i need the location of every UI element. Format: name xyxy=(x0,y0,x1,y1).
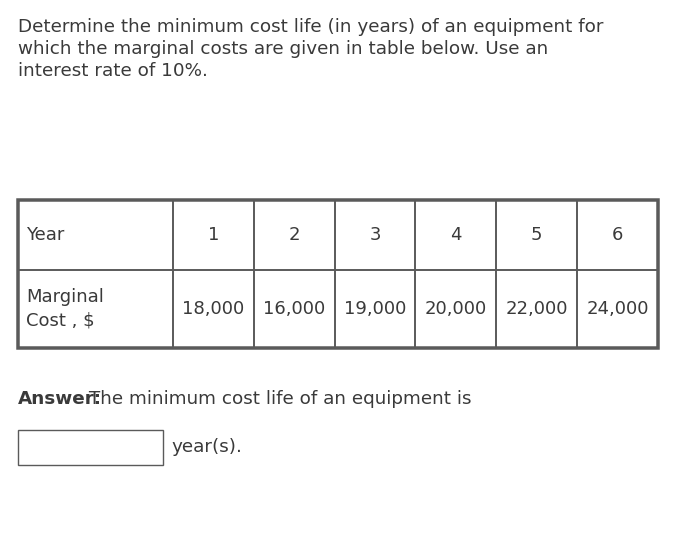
Text: The minimum cost life of an equipment is: The minimum cost life of an equipment is xyxy=(83,390,471,408)
Text: 5: 5 xyxy=(531,226,542,244)
Text: 4: 4 xyxy=(450,226,462,244)
Text: 2: 2 xyxy=(288,226,300,244)
Text: year(s).: year(s). xyxy=(171,439,242,456)
Bar xyxy=(18,200,658,348)
Text: Answer:: Answer: xyxy=(18,390,102,408)
Text: Marginal: Marginal xyxy=(26,288,104,306)
Text: Year: Year xyxy=(26,226,64,244)
Text: 18,000: 18,000 xyxy=(182,300,245,318)
Text: 6: 6 xyxy=(612,226,623,244)
Bar xyxy=(18,430,163,465)
Text: which the marginal costs are given in table below. Use an: which the marginal costs are given in ta… xyxy=(18,40,548,58)
Text: 24,000: 24,000 xyxy=(587,300,649,318)
Text: Determine the minimum cost life (in years) of an equipment for: Determine the minimum cost life (in year… xyxy=(18,18,604,36)
Text: 3: 3 xyxy=(370,226,381,244)
Text: 19,000: 19,000 xyxy=(344,300,406,318)
Text: 1: 1 xyxy=(208,226,219,244)
Text: 16,000: 16,000 xyxy=(263,300,325,318)
Text: 22,000: 22,000 xyxy=(505,300,568,318)
Text: interest rate of 10%.: interest rate of 10%. xyxy=(18,62,208,80)
Text: 20,000: 20,000 xyxy=(425,300,487,318)
Text: Cost , $: Cost , $ xyxy=(26,312,95,330)
